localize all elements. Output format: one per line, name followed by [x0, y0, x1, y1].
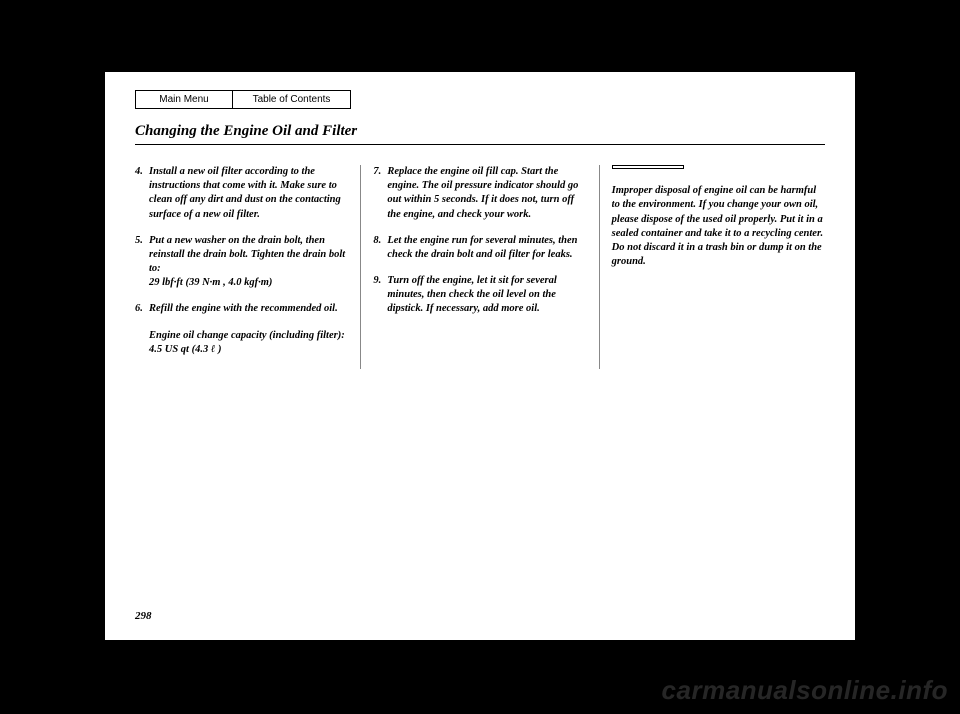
step-text: Refill the engine with the recommended o…	[149, 302, 348, 316]
step-text: Turn off the engine, let it sit for seve…	[387, 274, 586, 317]
step-4: 4. Install a new oil filter according to…	[135, 165, 348, 222]
table-of-contents-button[interactable]: Table of Contents	[233, 90, 351, 109]
column-1: 4. Install a new oil filter according to…	[135, 165, 361, 369]
step-number: 9.	[373, 274, 387, 317]
title-rule	[135, 144, 825, 145]
content-columns: 4. Install a new oil filter according to…	[135, 165, 825, 369]
column-2: 7. Replace the engine oil fill cap. Star…	[361, 165, 599, 369]
step-7: 7. Replace the engine oil fill cap. Star…	[373, 165, 586, 222]
step-text: Install a new oil filter according to th…	[149, 165, 348, 222]
torque-spec: 29 lbf·ft (39 N·m , 4.0 kgf·m)	[149, 277, 272, 288]
capacity-label: Engine oil change capacity (including fi…	[149, 329, 348, 343]
capacity-value: 4.5 US qt (4.3 ℓ )	[149, 343, 348, 357]
step-number: 7.	[373, 165, 387, 222]
step-5-text: Put a new washer on the drain bolt, then…	[149, 235, 345, 274]
column-3: Improper disposal of engine oil can be h…	[600, 165, 825, 369]
step-text: Let the engine run for several minutes, …	[387, 234, 586, 262]
manual-page: Main Menu Table of Contents Changing the…	[105, 72, 855, 640]
main-menu-button[interactable]: Main Menu	[135, 90, 233, 109]
notice-text: Improper disposal of engine oil can be h…	[612, 184, 825, 269]
step-number: 6.	[135, 302, 149, 316]
step-text: Replace the engine oil fill cap. Start t…	[387, 165, 586, 222]
step-number: 5.	[135, 234, 149, 291]
notice-box	[612, 165, 684, 169]
step-9: 9. Turn off the engine, let it sit for s…	[373, 274, 586, 317]
step-6: 6. Refill the engine with the recommende…	[135, 302, 348, 316]
step-number: 8.	[373, 234, 387, 262]
oil-capacity: Engine oil change capacity (including fi…	[149, 329, 348, 357]
step-8: 8. Let the engine run for several minute…	[373, 234, 586, 262]
page-title: Changing the Engine Oil and Filter	[135, 123, 825, 140]
nav-buttons: Main Menu Table of Contents	[135, 90, 825, 109]
step-text: Put a new washer on the drain bolt, then…	[149, 234, 348, 291]
step-number: 4.	[135, 165, 149, 222]
page-number: 298	[135, 610, 152, 622]
step-5: 5. Put a new washer on the drain bolt, t…	[135, 234, 348, 291]
watermark: carmanualsonline.info	[662, 675, 948, 706]
